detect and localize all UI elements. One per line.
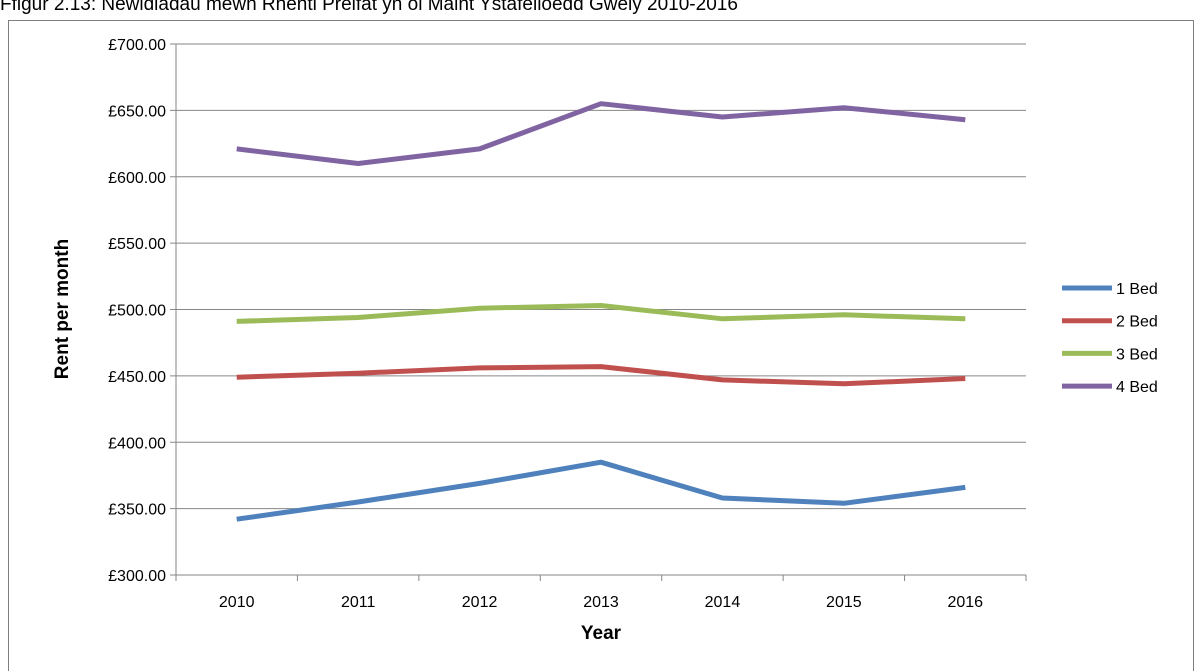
y-tick-label: £700.00 [108, 37, 166, 54]
chart-frame [8, 20, 1194, 671]
y-tick-labels: £300.00 £350.00 £400.00 £450.00 £500.00 £550.… [108, 37, 166, 585]
y-tick-label: £350.00 [108, 502, 166, 519]
y-tick-label: £450.00 [108, 369, 166, 386]
y-tick-label: £400.00 [108, 435, 166, 452]
x-tick-label: 2014 [705, 594, 741, 611]
legend-label: 4 Bed [1116, 379, 1158, 396]
y-tick-label: £500.00 [108, 303, 166, 320]
x-tick-labels: 2010 2011 2012 2013 2014 2015 2016 [219, 594, 983, 611]
x-tick-label: 2010 [219, 594, 255, 611]
legend-label: 3 Bed [1116, 346, 1158, 363]
chart-title: Ffigur 2.13: Newidiadau mewn Rhenti Prei… [0, 0, 738, 15]
legend-label: 1 Bed [1116, 281, 1158, 298]
gridlines [176, 43, 1026, 510]
legend: 1 Bed 2 Bed 3 Bed 4 Bed [1062, 281, 1158, 396]
x-tick-label: 2016 [947, 594, 983, 611]
x-tick-label: 2015 [826, 594, 862, 611]
series-line [236, 459, 966, 522]
x-axis-title: Year [581, 623, 622, 644]
series-line [236, 101, 966, 166]
axes [170, 43, 1027, 581]
y-tick-label: £550.00 [108, 236, 166, 253]
x-tick-label: 2011 [341, 594, 376, 611]
y-tick-label: £300.00 [108, 568, 166, 585]
x-tick-label: 2012 [462, 594, 498, 611]
legend-label: 2 Bed [1116, 314, 1158, 331]
y-axis-title: Rent per month [52, 239, 73, 379]
x-tick-label: 2013 [583, 594, 619, 611]
series-lines [236, 101, 966, 522]
series-line [236, 364, 966, 387]
y-tick-label: £600.00 [108, 170, 166, 187]
y-tick-label: £650.00 [108, 103, 166, 120]
series-line [236, 303, 966, 324]
